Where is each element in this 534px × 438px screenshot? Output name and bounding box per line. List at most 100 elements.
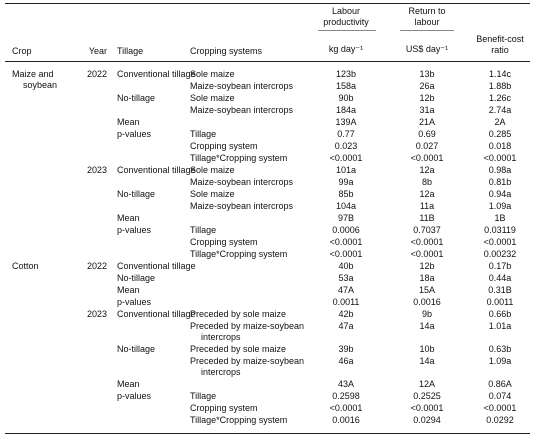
year-cell: 2023 [86, 165, 107, 175]
return-cell: 0.0294 [413, 415, 441, 425]
labour-productivity-cell: 0.0006 [332, 225, 360, 235]
benefit-cost-cell: 1B [494, 213, 506, 223]
header-rule [5, 61, 530, 62]
benefit-cost-cell: 0.0011 [486, 297, 514, 307]
labour-productivity-cell: <0.0001 [329, 249, 363, 259]
system-cell: Tillage*Cropping system [190, 415, 288, 425]
system-cell: Preceded by maize-soybean intercrops [190, 321, 305, 342]
labour-productivity-cell: 99a [338, 177, 354, 187]
tillage-cell: p-values [117, 225, 152, 235]
benefit-cost-cell: <0.0001 [483, 403, 517, 413]
year-cell: 2022 [86, 69, 107, 79]
group-rule [318, 30, 376, 31]
tillage-cell: Conventional tillage [117, 165, 196, 175]
system-cell: Sole maize [190, 189, 235, 199]
tillage-cell: No-tillage [117, 189, 156, 199]
return-cell: 0.7037 [413, 225, 441, 235]
return-cell: 18a [419, 273, 435, 283]
system-cell: Maize-soybean intercrops [190, 105, 294, 115]
labour-productivity-cell: 97B [337, 213, 354, 223]
benefit-cost-cell: 0.074 [488, 391, 512, 401]
system-cell: Tillage [190, 129, 217, 139]
return-cell: <0.0001 [410, 237, 444, 247]
return-cell: <0.0001 [410, 403, 444, 413]
labour-productivity-cell: 43A [337, 379, 354, 389]
return-cell: 21A [418, 117, 435, 127]
return-cell: 12a [419, 189, 435, 199]
labour-productivity-cell: 42b [338, 309, 354, 319]
labour-productivity-cell: 104a [335, 201, 357, 211]
return-cell: 13b [419, 69, 435, 79]
tillage-cell: Mean [117, 379, 140, 389]
return-cell: 9b [421, 309, 432, 319]
return-cell: 11a [419, 201, 435, 211]
column-header: Year [88, 46, 107, 56]
system-cell: Cropping system [190, 403, 258, 413]
system-cell: Sole maize [190, 165, 235, 175]
labour-productivity-cell: 40b [338, 261, 354, 271]
labour-productivity-cell: 90b [338, 93, 354, 103]
return-cell: 0.2525 [413, 391, 441, 401]
bottom-rule [5, 433, 530, 434]
return-cell: 8b [421, 177, 432, 187]
return-cell: 26a [419, 81, 435, 91]
top-rule [5, 3, 530, 4]
benefit-cost-cell: 0.66b [488, 309, 512, 319]
system-cell: Tillage*Cropping system [190, 153, 288, 163]
benefit-cost-cell: <0.0001 [483, 237, 517, 247]
tillage-cell: Conventional tillage [117, 261, 196, 271]
system-cell: Maize-soybean intercrops [190, 201, 294, 211]
benefit-cost-cell: 0.018 [488, 141, 512, 151]
benefit-cost-cell: 1.14c [488, 69, 512, 79]
system-cell: Maize-soybean intercrops [190, 177, 294, 187]
system-cell: Preceded by sole maize [190, 309, 287, 319]
return-cell: 14a [419, 321, 435, 331]
return-cell: 0.69 [418, 129, 436, 139]
column-header: Cropping systems [190, 46, 263, 56]
year-cell: 2022 [86, 261, 107, 271]
column-header: US$ day⁻¹ [405, 44, 449, 54]
labour-productivity-cell: <0.0001 [329, 237, 363, 247]
benefit-cost-cell: 0.44a [488, 273, 512, 283]
benefit-cost-cell: 0.63b [488, 344, 512, 354]
tillage-cell: p-values [117, 129, 152, 139]
crop-cell: Maize and soybean [12, 69, 58, 90]
labour-productivity-cell: 85b [338, 189, 354, 199]
labour-productivity-cell: 123b [335, 69, 357, 79]
benefit-cost-cell: 1.88b [488, 81, 512, 91]
benefit-cost-cell: 1.09a [488, 201, 512, 211]
benefit-cost-cell: <0.0001 [483, 153, 517, 163]
benefit-cost-cell: 0.00232 [483, 249, 517, 259]
return-cell: <0.0001 [410, 249, 444, 259]
benefit-cost-cell: 0.98a [488, 165, 512, 175]
return-cell: 12b [419, 261, 435, 271]
return-cell: 12b [419, 93, 435, 103]
tillage-cell: Conventional tillage [117, 309, 196, 319]
tillage-cell: No-tillage [117, 273, 156, 283]
return-cell: 12a [419, 165, 435, 175]
column-header: Crop [12, 46, 32, 56]
year-cell: 2023 [86, 309, 107, 319]
benefit-cost-cell: 0.17b [488, 261, 512, 271]
system-cell: Cropping system [190, 141, 258, 151]
crop-cell: Cotton [12, 261, 39, 271]
group-label: Return to labour [408, 6, 446, 27]
benefit-cost-cell: 0.285 [488, 129, 512, 139]
labour-productivity-cell: 0.0016 [332, 415, 360, 425]
labour-productivity-cell: 139A [335, 117, 357, 127]
return-cell: 15A [418, 285, 435, 295]
tillage-cell: No-tillage [117, 93, 156, 103]
benefit-cost-cell: 0.0292 [486, 415, 514, 425]
benefit-cost-cell: 2A [494, 117, 506, 127]
benefit-cost-cell: 0.94a [488, 189, 512, 199]
benefit-cost-cell: 0.03119 [484, 225, 516, 235]
system-cell: Tillage [190, 225, 217, 235]
labour-productivity-cell: 39b [338, 344, 354, 354]
system-cell: Cropping system [190, 237, 258, 247]
return-cell: 31a [419, 105, 435, 115]
labour-productivity-cell: <0.0001 [329, 153, 363, 163]
return-cell: 12A [418, 379, 435, 389]
system-cell: Sole maize [190, 69, 235, 79]
tillage-cell: p-values [117, 391, 152, 401]
system-cell: Tillage*Cropping system [190, 249, 288, 259]
